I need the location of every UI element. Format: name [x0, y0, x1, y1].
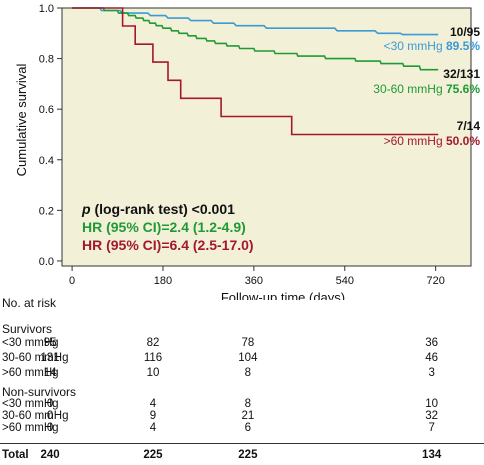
end-series-name: 30-60 mmHg	[373, 82, 446, 96]
end-group-label: >60 mmHg 50.0%	[384, 134, 481, 148]
survivors-row-value: 78	[241, 337, 255, 349]
total-row-value: 225	[143, 449, 163, 461]
survival-curve-30-60	[72, 7, 439, 71]
survivors-row-value: 131	[40, 352, 60, 364]
logrank-text: (log-rank test) <0.001	[91, 201, 236, 217]
x-tick-label: 360	[245, 275, 263, 287]
survivors-row-value: 36	[425, 337, 439, 349]
end-group-label: 30-60 mmHg 75.6%	[373, 82, 480, 96]
end-count-label: 10/95	[450, 25, 480, 39]
non-survivors-row-value: 21	[241, 410, 255, 422]
x-tick-label: 720	[426, 275, 444, 287]
y-tick-label: 0.4	[39, 155, 54, 167]
hr-annotation-30-60: HR (95% CI)=2.4 (1.2-4.9)	[82, 219, 246, 235]
survivors-row-value: 8	[244, 367, 252, 379]
survivors-row-value: 104	[238, 352, 258, 364]
axes: 0.0 0.2 0.4 0.6 0.8 1.0 0 180 360 540 720	[39, 3, 445, 287]
y-tick-label: 0.2	[39, 205, 54, 217]
survival-curve-gt60	[72, 7, 439, 136]
end-series-name: <30 mmHg	[384, 39, 446, 53]
survivors-row-value: 46	[425, 352, 439, 364]
non-survivors-row-value: 6	[244, 422, 252, 434]
survivors-row-label: <30 mmHg	[2, 337, 59, 349]
non-survivors-row-value: 4	[149, 422, 157, 434]
survivors-heading: Survivors	[2, 322, 53, 336]
survivors-row-value: 10	[146, 367, 160, 379]
x-tick-label: 0	[69, 275, 75, 287]
end-series-name: >60 mmHg	[384, 134, 446, 148]
non-survivors-row-value: 7	[428, 422, 435, 434]
x-tick-label: 180	[154, 275, 172, 287]
non-survivors-row-label: 30-60 mmHg	[2, 410, 69, 422]
non-survivors-row-value: 32	[425, 410, 439, 422]
y-axis-label: Cumulative survival	[14, 64, 29, 177]
p-symbol: p	[81, 201, 91, 217]
end-percent-label: 89.5%	[446, 39, 480, 53]
survivors-row-value: 3	[428, 367, 435, 379]
non-survivors-row-value: 8	[244, 398, 252, 410]
logrank-annotation: p (log-rank test) <0.001	[81, 201, 235, 217]
end-count-label: 32/131	[443, 67, 480, 81]
y-tick-label: 1.0	[39, 3, 54, 15]
end-percent-label: 50.0%	[446, 134, 480, 148]
total-row-label: Total	[2, 449, 29, 461]
non-survivors-row-value: 9	[149, 410, 157, 422]
x-tick-label: 540	[336, 275, 354, 287]
survivors-row-value: 95	[43, 337, 57, 349]
non-survivors-row-label: <30 mmHg	[2, 398, 59, 410]
non-survivors-row-value: 0	[46, 410, 54, 422]
survivors-row-label: 30-60 mmHg	[2, 352, 69, 364]
total-row-value: 225	[238, 449, 258, 461]
survivors-row-label: >60 mmHg	[2, 367, 59, 379]
risk-table-title: No. at risk	[2, 296, 57, 310]
end-count-label: 7/14	[457, 119, 481, 133]
y-tick-label: 0.8	[39, 54, 54, 66]
non-survivors-row-value: 10	[425, 398, 439, 410]
x-axis-label: Follow-up time (days)	[221, 290, 345, 300]
y-tick-label: 0.0	[39, 256, 54, 268]
total-row-value: 240	[40, 449, 60, 461]
y-tick-label: 0.6	[39, 104, 54, 116]
non-survivors-heading: Non-survivors	[2, 385, 77, 399]
survival-curves	[72, 7, 439, 136]
hr-annotation-gt60: HR (95% CI)=6.4 (2.5-17.0)	[82, 237, 254, 253]
non-survivors-row-value: 4	[149, 398, 157, 410]
end-group-label: <30 mmHg 89.5%	[384, 39, 481, 53]
non-survivors-row-value: 0	[46, 422, 54, 434]
non-survivors-row-value: 0	[46, 398, 54, 410]
non-survivors-row-label: >60 mmHg	[2, 422, 59, 434]
end-percent-label: 75.6%	[446, 82, 480, 96]
survival-chart: 0.00.20.40.60.81.00 180 360 540 720 10/95<30…	[14, 3, 480, 300]
survivors-row-value: 14	[43, 367, 57, 379]
survivors-row-value: 82	[146, 337, 160, 349]
survivors-row-value: 116	[143, 352, 163, 364]
total-divider	[0, 443, 484, 444]
total-row-value: 134	[422, 449, 442, 461]
